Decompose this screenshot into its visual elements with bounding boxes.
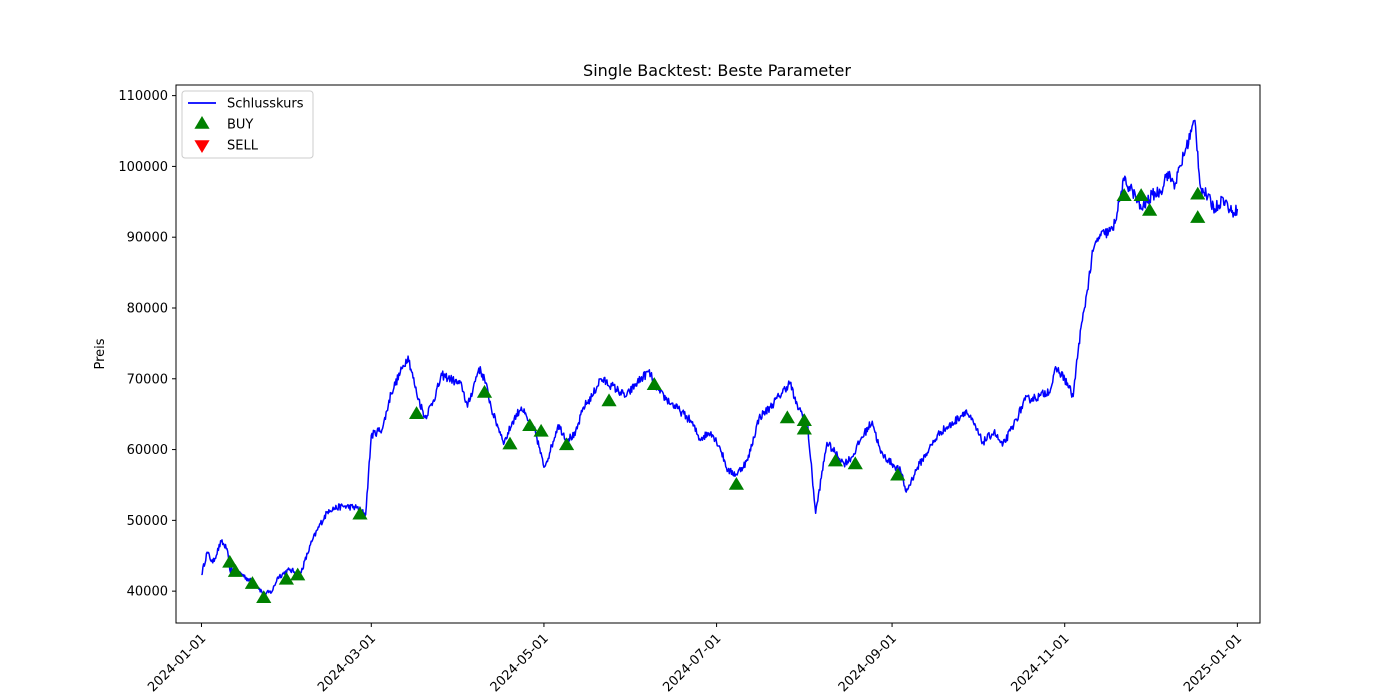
- buy-marker: [278, 571, 294, 585]
- buy-marker: [728, 476, 744, 490]
- legend-label: Schlusskurs: [227, 97, 304, 112]
- legend-label: SELL: [227, 139, 259, 154]
- price-line-layer: [200, 119, 1239, 597]
- y-tick-label: 40000: [127, 585, 168, 600]
- buy-marker: [779, 410, 795, 424]
- buy-marker: [1142, 203, 1158, 216]
- buy-marker: [227, 564, 244, 577]
- buy-marker: [222, 554, 238, 568]
- buy-marker: [796, 421, 812, 435]
- y-tick-label: 60000: [127, 443, 168, 458]
- buy-marker: [408, 406, 425, 419]
- buy-marker: [1190, 186, 1206, 200]
- buy-marker: [533, 423, 549, 437]
- legend-marker-swatch: [194, 140, 210, 153]
- axes-frame: [175, 84, 1261, 624]
- buy-marker: [1116, 188, 1132, 201]
- y-tick-label: 50000: [127, 514, 168, 529]
- y-tick-label: 80000: [127, 301, 168, 316]
- buy-marker: [601, 393, 617, 407]
- y-axis-label: Preis: [93, 338, 108, 369]
- y-tick-label: 100000: [118, 160, 168, 175]
- buy-marker: [502, 436, 518, 450]
- buy-marker: [352, 506, 368, 520]
- y-tick-label: 110000: [118, 89, 168, 104]
- buy-marker: [476, 384, 493, 398]
- buy-marker: [244, 576, 261, 589]
- legend: Schlusskurs BUY SELL: [181, 90, 314, 159]
- buy-marker: [1190, 210, 1206, 223]
- legend-box: [181, 90, 314, 159]
- legend-marker-swatch: [194, 116, 210, 129]
- buy-marker: [827, 453, 844, 467]
- buy-marker: [1133, 188, 1149, 201]
- buy-marker: [847, 456, 863, 470]
- buy-marker: [522, 418, 538, 432]
- buy-marker: [890, 467, 906, 481]
- y-tick-label: 70000: [127, 372, 168, 387]
- buy-marker: [558, 437, 575, 451]
- marker-layer: [222, 186, 1206, 604]
- buy-marker: [796, 413, 812, 427]
- legend-label: BUY: [227, 118, 253, 133]
- buy-marker: [256, 590, 272, 604]
- y-tick-label: 90000: [127, 231, 168, 246]
- buy-marker: [290, 567, 306, 581]
- buy-marker: [646, 377, 662, 390]
- series-line-0: [200, 119, 1239, 597]
- chart-title: Single Backtest: Beste Parameter: [583, 61, 851, 80]
